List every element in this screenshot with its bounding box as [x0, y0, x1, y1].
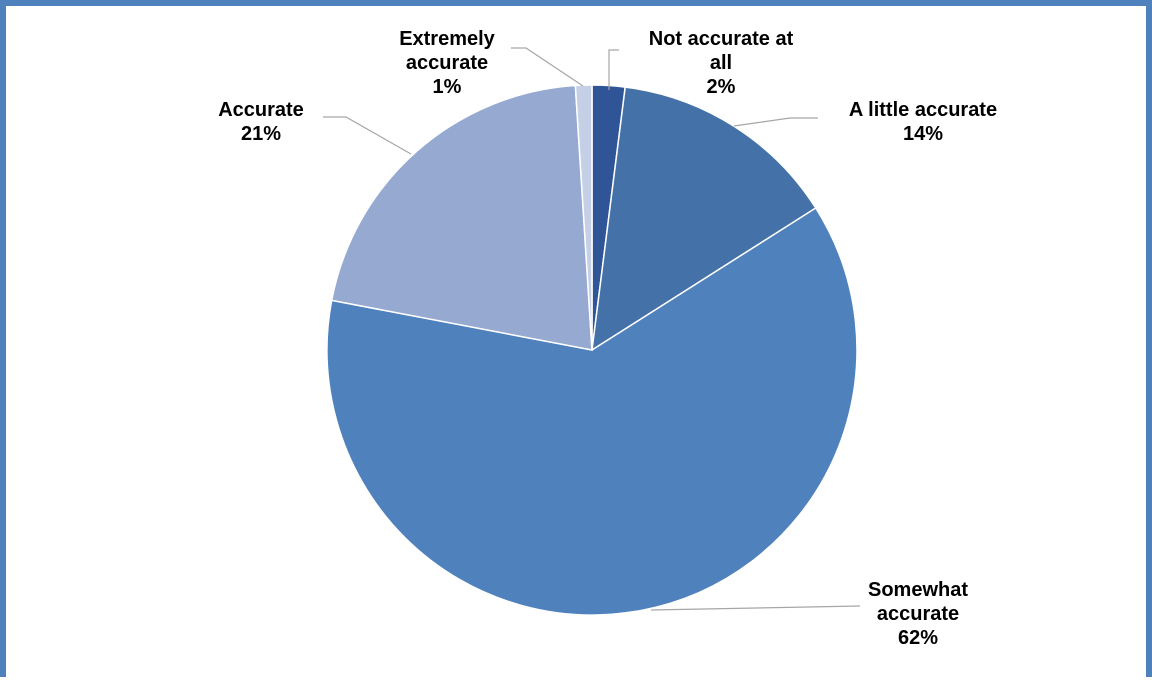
label-extremely-accurate: Extremely accurate 1%: [399, 28, 495, 98]
leader-line-not-accurate-at-all: [608, 49, 619, 90]
slice-extremely-accurate: [574, 84, 593, 351]
label-category-a-little-accurate: A little accurate: [849, 99, 997, 121]
label-value-a-little-accurate: 14%: [903, 123, 943, 145]
label-a-little-accurate: A little accurate 14%: [849, 99, 997, 145]
label-value-accurate: 21%: [241, 123, 281, 145]
label-category-somewhat-accurate: Somewhat: [868, 579, 968, 601]
label-category-not-accurate-at-all: all: [710, 52, 732, 74]
label-category-accurate: Accurate: [218, 99, 304, 121]
slice-somewhat-accurate: [326, 206, 858, 616]
label-not-accurate-at-all: Not accurate at all 2%: [649, 28, 794, 98]
pie-slices: [326, 84, 858, 616]
label-category-extremely-accurate: accurate: [406, 52, 488, 74]
label-accurate: Accurate 21%: [218, 99, 304, 145]
leader-line-accurate: [323, 116, 412, 155]
leader-lines: [323, 47, 861, 611]
leader-line-somewhat-accurate: [650, 605, 861, 611]
label-category-somewhat-accurate: accurate: [877, 603, 959, 625]
leader-line-extremely-accurate: [511, 47, 584, 87]
label-value-extremely-accurate: 1%: [433, 76, 462, 98]
label-somewhat-accurate: Somewhat accurate 62%: [868, 579, 968, 649]
pie-chart: Not accurate at all 2% A little accurate 14%…: [218, 28, 997, 649]
slice-a-little-accurate: [591, 86, 817, 352]
slice-labels: Not accurate at all 2% A little accurate 14%…: [218, 28, 997, 649]
label-category-extremely-accurate: Extremely: [399, 28, 495, 50]
label-value-not-accurate-at-all: 2%: [707, 76, 736, 98]
slice-accurate: [330, 84, 593, 351]
leader-line-a-little-accurate: [733, 117, 818, 127]
label-category-not-accurate-at-all: Not accurate at: [649, 28, 794, 50]
label-value-somewhat-accurate: 62%: [898, 627, 938, 649]
